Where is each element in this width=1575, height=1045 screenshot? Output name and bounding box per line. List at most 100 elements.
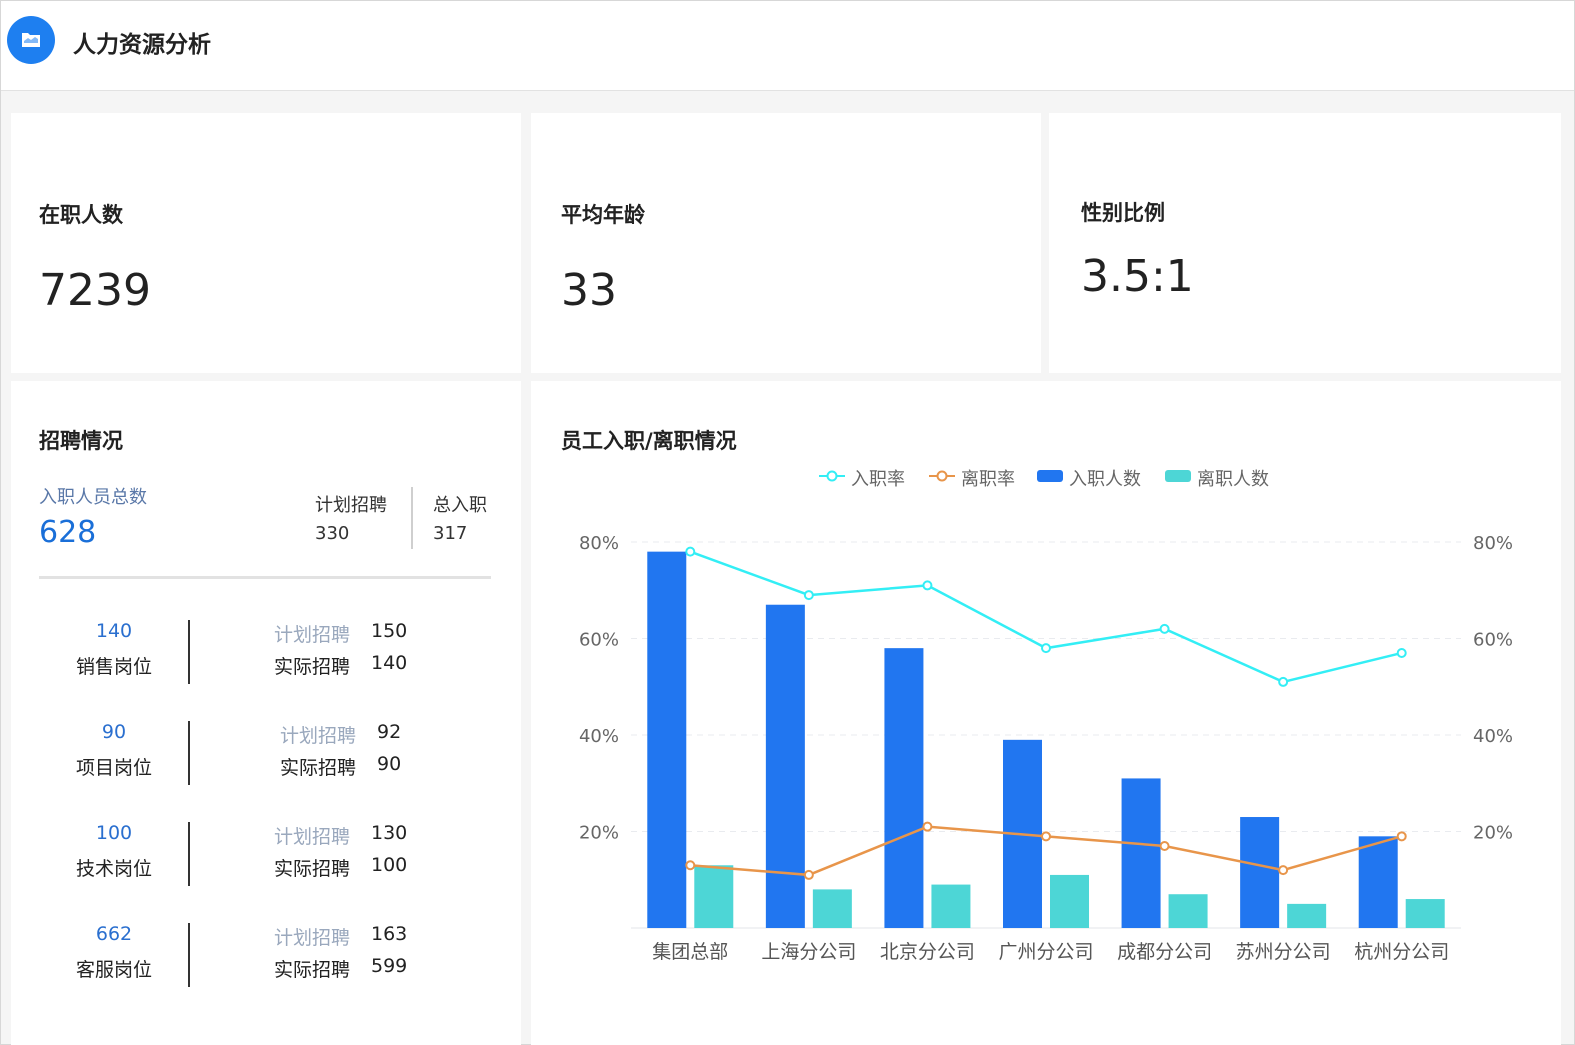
position-name: 客服岗位	[75, 959, 152, 981]
bar-hires	[1121, 778, 1161, 928]
x-tick-label: 广州分公司	[998, 941, 1093, 963]
kpi-card-gender-ratio: 性别比例 3.5:1	[1049, 113, 1561, 373]
y-tick-label: 40%	[579, 726, 619, 747]
y-tick-label: 20%	[579, 823, 619, 844]
bar-hires	[884, 648, 924, 928]
point-hire-rate	[685, 546, 696, 557]
point-hire-rate	[1041, 643, 1051, 654]
y-tick-label: 60%	[579, 630, 619, 651]
point-hire-rate	[1159, 623, 1170, 634]
top-bar: 人力资源分析	[1, 1, 1574, 91]
y2-tick-label: 80%	[1473, 533, 1513, 554]
actual-label: 实际招聘	[274, 959, 351, 981]
x-tick-label: 苏州分公司	[1236, 941, 1331, 963]
point-hire-rate	[922, 580, 933, 591]
y-tick-label: 80%	[579, 533, 619, 554]
chart-title: 员工入职/离职情况	[561, 429, 737, 453]
y2-tick-label: 20%	[1473, 823, 1513, 844]
bar-exits	[1050, 874, 1089, 928]
plan-label: 计划招聘	[274, 927, 351, 949]
planned-hires-value: 330	[315, 523, 350, 544]
actual-value: 90	[377, 753, 402, 775]
point-hire-rate	[1278, 676, 1289, 687]
point-exit-rate	[922, 821, 933, 832]
bar-hires	[1240, 817, 1280, 928]
kpi-value: 33	[561, 265, 617, 316]
actual-value: 140	[371, 652, 408, 674]
planned-hires-label: 计划招聘	[315, 495, 387, 516]
plan-value: 163	[371, 923, 408, 945]
position-name: 项目岗位	[75, 757, 152, 779]
point-hire-rate	[803, 590, 814, 601]
x-tick-label: 杭州分公司	[1354, 941, 1449, 963]
actual-value: 599	[371, 955, 408, 977]
recruitment-card: 招聘情况 入职人员总数 628 计划招聘 330 总入职 317 140 销售岗…	[11, 381, 521, 1045]
bar-exits	[812, 889, 852, 928]
x-tick-label: 上海分公司	[761, 941, 856, 963]
bar-exits	[1168, 894, 1208, 928]
line-swatch-icon	[819, 470, 845, 482]
point-hire-rate	[1396, 647, 1407, 658]
actual-value: 100	[371, 854, 408, 876]
bar-exits	[694, 865, 734, 928]
position-row-sales: 140 销售岗位 计划招聘 150 实际招聘 140	[11, 620, 521, 684]
position-count: 662	[95, 923, 133, 945]
plan-label: 计划招聘	[274, 624, 351, 646]
kpi-label: 在职人数	[39, 203, 123, 227]
kpi-value: 3.5:1	[1081, 251, 1194, 302]
kpi-value: 7239	[39, 265, 151, 316]
plan-label: 计划招聘	[274, 826, 351, 848]
x-tick-label: 成都分公司	[1117, 941, 1212, 963]
app-title: 人力资源分析	[73, 32, 211, 58]
position-count: 100	[95, 822, 133, 844]
y2-tick-label: 60%	[1473, 630, 1513, 651]
divider	[411, 487, 413, 549]
bar-exits	[931, 884, 971, 928]
bar-hires	[1358, 836, 1398, 928]
onboarded-value: 317	[433, 523, 468, 544]
point-exit-rate	[685, 860, 696, 871]
hires-exits-chart: 20% 20% 40% 40% 60% 60% 80% 80% 集团总部 上海分公司 北京分公司 广州…	[579, 533, 1513, 963]
legend-label: 离职率	[961, 469, 1015, 490]
position-name: 技术岗位	[75, 858, 152, 880]
position-row-project: 90 项目岗位 计划招聘 92 实际招聘 90	[11, 721, 521, 785]
kpi-label: 性别比例	[1081, 201, 1165, 225]
divider	[39, 576, 491, 579]
position-count: 90	[101, 721, 127, 743]
kpi-label: 平均年龄	[561, 203, 645, 227]
plan-label: 计划招聘	[280, 725, 357, 747]
bar-hires	[765, 604, 805, 928]
divider	[188, 721, 190, 785]
point-exit-rate	[1396, 831, 1407, 842]
bar-exits	[1405, 899, 1445, 928]
position-row-tech: 100 技术岗位 计划招聘 130 实际招聘 100	[11, 822, 521, 886]
legend-label: 离职人数	[1197, 469, 1269, 490]
kpi-card-average-age: 平均年龄 33	[531, 113, 1041, 373]
position-row-customer-service: 662 客服岗位 计划招聘 163 实际招聘 599	[11, 923, 521, 987]
total-hires-label: 入职人员总数	[39, 487, 147, 508]
point-exit-rate	[1041, 831, 1051, 842]
legend-label: 入职人数	[1069, 469, 1141, 490]
kpi-card-headcount: 在职人数 7239	[11, 113, 521, 373]
divider	[188, 620, 190, 684]
point-exit-rate	[803, 869, 814, 880]
folder-icon[interactable]	[7, 16, 55, 64]
point-exit-rate	[1159, 840, 1170, 851]
plan-value: 150	[371, 620, 408, 642]
plan-value: 92	[377, 721, 402, 743]
y2-tick-label: 40%	[1473, 726, 1513, 747]
x-tick-label: 北京分公司	[880, 941, 975, 963]
actual-label: 实际招聘	[280, 757, 357, 779]
actual-label: 实际招聘	[274, 656, 351, 678]
total-hires-value: 628	[39, 515, 97, 550]
bar-swatch-icon	[1037, 470, 1063, 482]
bar-swatch-icon	[1165, 470, 1191, 482]
actual-label: 实际招聘	[274, 858, 351, 880]
bar-exits	[1287, 903, 1327, 928]
onboarded-label: 总入职	[433, 495, 487, 516]
point-exit-rate	[1278, 865, 1289, 876]
position-name: 销售岗位	[75, 656, 152, 678]
hires-exits-chart-card: 员工入职/离职情况 入职率 离职率 入职人数 离职人数 20% 20% 40% 40%…	[531, 381, 1561, 1045]
divider	[188, 923, 190, 987]
